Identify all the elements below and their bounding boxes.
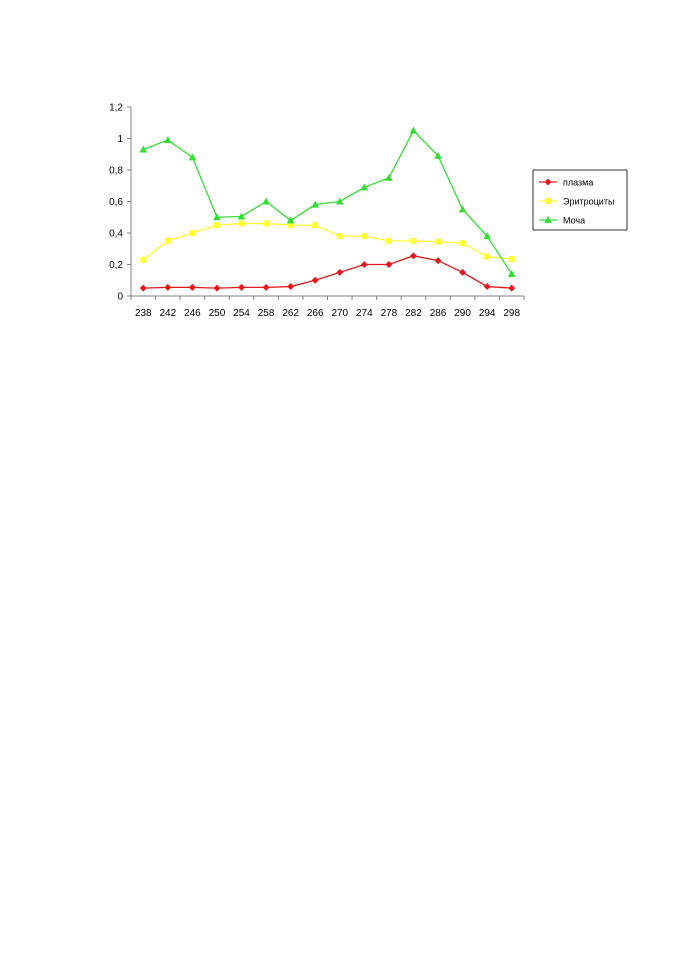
- series-line: [143, 129, 513, 275]
- data-point: [262, 197, 270, 205]
- x-tick-label: 270: [331, 308, 348, 319]
- x-tick-label: 242: [160, 308, 177, 319]
- data-point: [287, 222, 294, 229]
- series-3: [139, 126, 516, 277]
- data-point: [361, 233, 368, 240]
- data-point: [189, 230, 196, 236]
- data-point: [385, 261, 393, 268]
- y-tick-label: 0,6: [109, 197, 123, 208]
- x-tick-label: 250: [209, 308, 226, 319]
- x-tick-label: 238: [135, 308, 152, 319]
- data-point: [188, 153, 197, 161]
- data-point: [213, 213, 221, 221]
- legend: плазма Эритроциты Моча: [532, 169, 628, 231]
- data-point: [459, 240, 466, 247]
- data-point: [385, 173, 393, 181]
- y-axis: 0 0,2 0,4 0,6 0,8 1 1,2: [109, 103, 132, 303]
- data-point: [312, 222, 319, 229]
- legend-label: Эритроциты: [563, 197, 614, 207]
- data-point: [287, 283, 295, 291]
- data-point: [434, 257, 442, 265]
- x-tick-label: 286: [430, 308, 447, 319]
- data-point: [263, 220, 270, 227]
- series-2: [140, 220, 515, 263]
- data-point: [238, 220, 245, 227]
- legend-item: плазма: [539, 178, 593, 188]
- data-point: [459, 268, 467, 276]
- x-tick-label: 266: [307, 308, 324, 319]
- x-tick-label: 298: [503, 308, 520, 319]
- legend-item: Моча: [539, 216, 585, 226]
- data-point: [164, 136, 172, 144]
- data-point: [213, 222, 220, 229]
- data-point: [286, 216, 295, 224]
- data-point: [335, 197, 344, 205]
- data-point: [483, 232, 491, 240]
- data-point: [336, 268, 344, 276]
- data-point: [409, 252, 417, 260]
- x-tick-label: 274: [356, 308, 373, 319]
- data-point: [213, 284, 221, 292]
- data-point: [311, 276, 319, 284]
- series-1: [139, 252, 516, 292]
- data-point: [237, 212, 246, 220]
- data-point: [434, 151, 442, 159]
- data-point: [385, 237, 392, 244]
- data-point: [311, 200, 320, 208]
- y-tick-label: 1: [117, 134, 123, 145]
- legend-marker: [544, 178, 552, 186]
- data-point: [164, 237, 171, 244]
- data-point: [508, 255, 515, 262]
- data-point: [164, 283, 172, 291]
- y-tick-label: 0,2: [109, 260, 123, 271]
- x-tick-label: 262: [282, 308, 299, 319]
- data-point: [410, 237, 417, 244]
- x-tick-label: 294: [479, 308, 496, 319]
- legend-label: плазма: [563, 178, 593, 188]
- x-tick-label: 290: [454, 308, 471, 319]
- data-point: [139, 284, 147, 292]
- data-point: [483, 283, 491, 291]
- data-point: [238, 283, 246, 291]
- data-point: [507, 269, 516, 277]
- data-point: [360, 183, 369, 191]
- series-line: [142, 222, 512, 261]
- data-point: [458, 205, 467, 213]
- x-tick-label: 258: [258, 308, 275, 319]
- y-tick-label: 0: [117, 292, 123, 303]
- series-line: [143, 255, 512, 289]
- legend-item: Эритроциты: [539, 197, 614, 207]
- legend-marker: [545, 198, 551, 204]
- x-axis: 238 242 246 250 254 258 262 266 270 274 278 282 286 2…: [130, 295, 525, 319]
- data-point: [188, 283, 196, 291]
- legend-label: Моча: [563, 216, 585, 226]
- x-tick-label: 246: [184, 308, 201, 319]
- data-point: [435, 238, 442, 245]
- data-point: [336, 233, 343, 240]
- data-point: [508, 284, 516, 292]
- series-layer: [139, 126, 516, 292]
- data-point: [262, 283, 270, 291]
- data-point: [139, 145, 148, 153]
- data-point: [360, 261, 368, 268]
- data-point: [484, 253, 491, 260]
- legend-marker: [544, 216, 552, 223]
- y-tick-label: 0,8: [109, 166, 123, 177]
- y-tick-label: 1,2: [109, 103, 123, 114]
- x-tick-label: 282: [405, 308, 422, 319]
- x-tick-label: 254: [233, 308, 250, 319]
- data-point: [140, 256, 147, 263]
- data-point: [409, 126, 418, 134]
- x-tick-label: 278: [381, 308, 398, 319]
- y-tick-label: 0,4: [109, 229, 123, 240]
